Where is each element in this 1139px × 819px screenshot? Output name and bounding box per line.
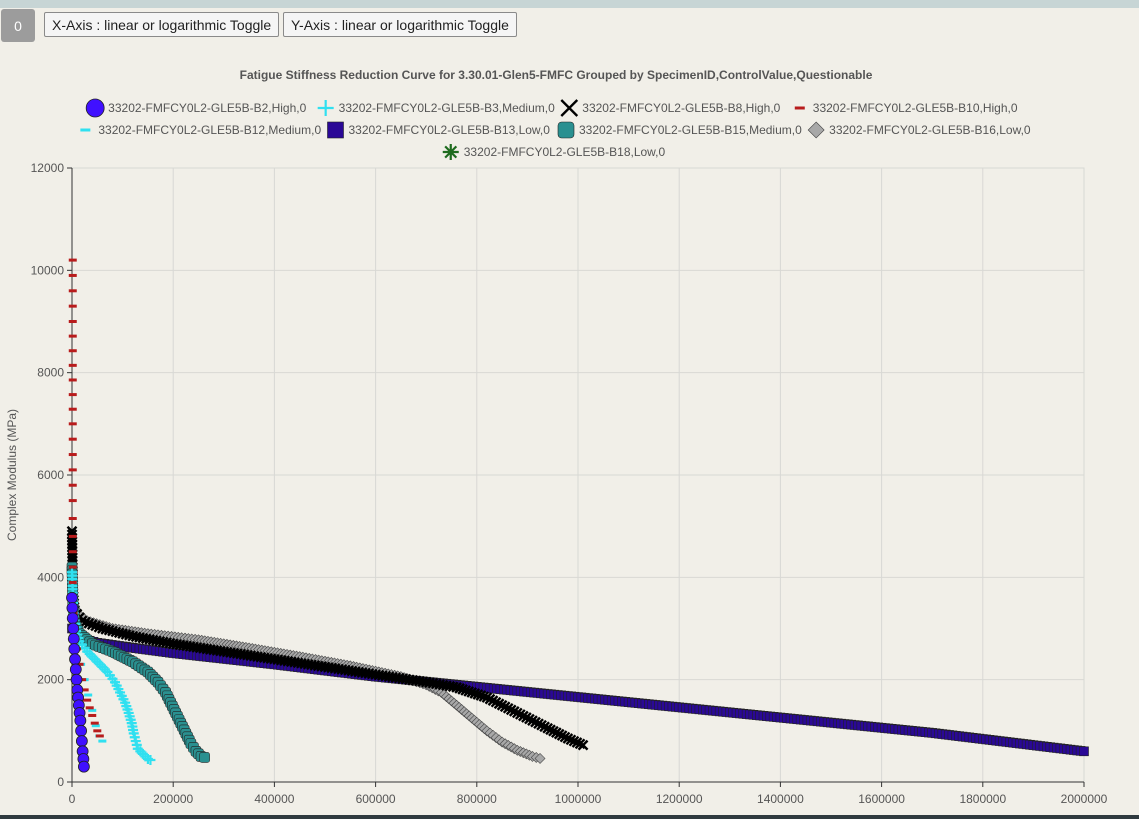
y-tick-label: 10000 (31, 263, 65, 277)
data-point (70, 673, 83, 686)
chart-title: Fatigue Stiffness Reduction Curve for 3.… (240, 68, 873, 82)
legend-marker (327, 121, 344, 139)
data-point (75, 735, 88, 747)
data-point (534, 753, 546, 764)
data-point (577, 739, 589, 751)
data-point (469, 688, 481, 699)
legend-marker (442, 144, 459, 160)
data-point (460, 685, 472, 696)
series-3 (66, 525, 589, 751)
legend-marker (807, 121, 825, 139)
axes: 0 200000 400000 600000 800000 1000000 1200000 1… (31, 161, 1108, 806)
data-point (75, 724, 88, 737)
y-axis-label: Complex Modulus (MPa) (5, 409, 19, 541)
data-point (69, 663, 82, 676)
data-point (77, 760, 90, 773)
legend-item-label[interactable]: 33202-FMFCY0L2-GLE5B-B3,Medium,0 (339, 101, 555, 115)
data-point (199, 752, 210, 763)
y-tick-label: 6000 (37, 468, 64, 482)
series-1 (66, 591, 90, 773)
legend-item-label[interactable]: 33202-FMFCY0L2-GLE5B-B2,High,0 (108, 101, 306, 115)
legend-item-label[interactable]: 33202-FMFCY0L2-GLE5B-B15,Medium,0 (579, 123, 802, 137)
data-point (66, 612, 79, 625)
data-point (74, 714, 87, 727)
legend-marker (85, 98, 105, 118)
x-tick-label: 1600000 (858, 792, 905, 806)
x-tick-label: 1200000 (656, 792, 703, 806)
data-point (1079, 746, 1089, 757)
x-tick-label: 0 (69, 792, 76, 806)
legend-marker (560, 99, 579, 117)
x-tick-label: 1400000 (757, 792, 804, 806)
data-point (66, 591, 78, 604)
x-tick-label: 400000 (254, 792, 294, 806)
legend-item-label[interactable]: 33202-FMFCY0L2-GLE5B-B10,High,0 (813, 101, 1018, 115)
x-tick-label: 200000 (153, 792, 193, 806)
bottom-strip (0, 815, 1139, 819)
legend-item-label[interactable]: 33202-FMFCY0L2-GLE5B-B18,Low,0 (464, 145, 666, 159)
legend-marker (317, 100, 334, 116)
counter-badge[interactable]: 0 (1, 9, 35, 42)
data-point (145, 754, 156, 765)
legend-item-label[interactable]: 33202-FMFCY0L2-GLE5B-B12,Medium,0 (98, 123, 321, 137)
legend-item-label[interactable]: 33202-FMFCY0L2-GLE5B-B16,Low,0 (829, 123, 1031, 137)
data-point (454, 683, 465, 694)
x-tick-label: 2000000 (1061, 792, 1108, 806)
data-point (463, 686, 475, 697)
y-axis-toggle-button[interactable]: Y-Axis : linear or logarithmic Toggle (283, 12, 517, 37)
data-point (67, 632, 80, 645)
data-point (66, 602, 79, 614)
data-point (472, 689, 484, 700)
y-tick-label: 8000 (37, 366, 64, 380)
y-tick-label: 12000 (31, 161, 65, 175)
data-point (68, 643, 81, 655)
legend-item-label[interactable]: 33202-FMFCY0L2-GLE5B-B13,Low,0 (349, 123, 551, 137)
data-point (67, 622, 80, 635)
y-tick-label: 0 (57, 775, 64, 789)
top-strip (0, 0, 1139, 8)
data-point (466, 687, 478, 698)
data-point (478, 691, 490, 702)
x-tick-label: 600000 (356, 792, 396, 806)
legend-marker (557, 121, 575, 139)
data-point (457, 684, 468, 695)
data-point (451, 681, 462, 693)
x-axis-toggle-button[interactable]: X-Axis : linear or logarithmic Toggle (44, 12, 280, 37)
data-point (69, 653, 81, 666)
grid (71, 167, 1085, 783)
legend-item-label[interactable]: 33202-FMFCY0L2-GLE5B-B8,High,0 (582, 101, 780, 115)
plot-area (66, 258, 1089, 773)
legend: 33202-FMFCY0L2-GLE5B-B2,High,0 33202-FMFC… (80, 98, 1031, 160)
y-tick-label: 4000 (37, 570, 64, 584)
x-tick-label: 800000 (457, 792, 497, 806)
x-tick-label: 1000000 (555, 792, 602, 806)
x-tick-label: 1800000 (959, 792, 1006, 806)
y-tick-label: 2000 (37, 673, 64, 687)
data-point (475, 690, 487, 701)
